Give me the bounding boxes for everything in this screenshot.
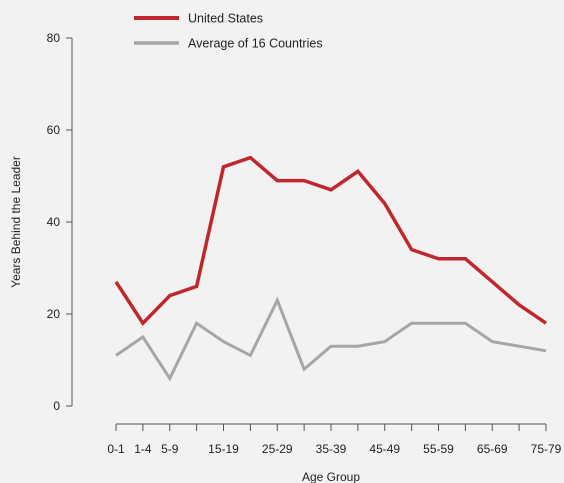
x-tick-label: 55-59 [423,442,454,456]
x-tick-label: 1-4 [134,442,152,456]
x-tick-label: 75-79 [531,442,562,456]
legend: United States Average of 16 Countries [134,12,323,51]
y-tick-label: 20 [47,307,61,321]
series-line-united-states [114,155,547,326]
y-tick-label: 40 [47,215,61,229]
legend-label: Average of 16 Countries [188,37,323,51]
y-tick-label: 60 [47,123,61,137]
x-axis-title: Age Group [302,470,360,483]
x-tick-label: 65-69 [477,442,508,456]
series-line-average-16-countries [115,296,547,382]
x-tick-label: 5-9 [161,442,179,456]
x-tick-label: 45-49 [369,442,400,456]
x-tick-label: 35-39 [316,442,347,456]
x-axis: 0-1 1-4 5-9 15-19 25-29 35-39 45-49 55-59 65-69 7… [107,423,562,456]
series-lines [114,155,547,382]
x-tick-label: 15-19 [208,442,239,456]
y-tick-label: 80 [47,31,61,45]
x-tick-label: 25-29 [262,442,293,456]
legend-label: United States [188,12,263,26]
y-axis: 0 20 40 60 80 [47,31,73,413]
y-axis-title: Years Behind the Leader [9,156,23,288]
y-tick-label: 0 [53,399,60,413]
x-tick-label: 0-1 [107,442,125,456]
